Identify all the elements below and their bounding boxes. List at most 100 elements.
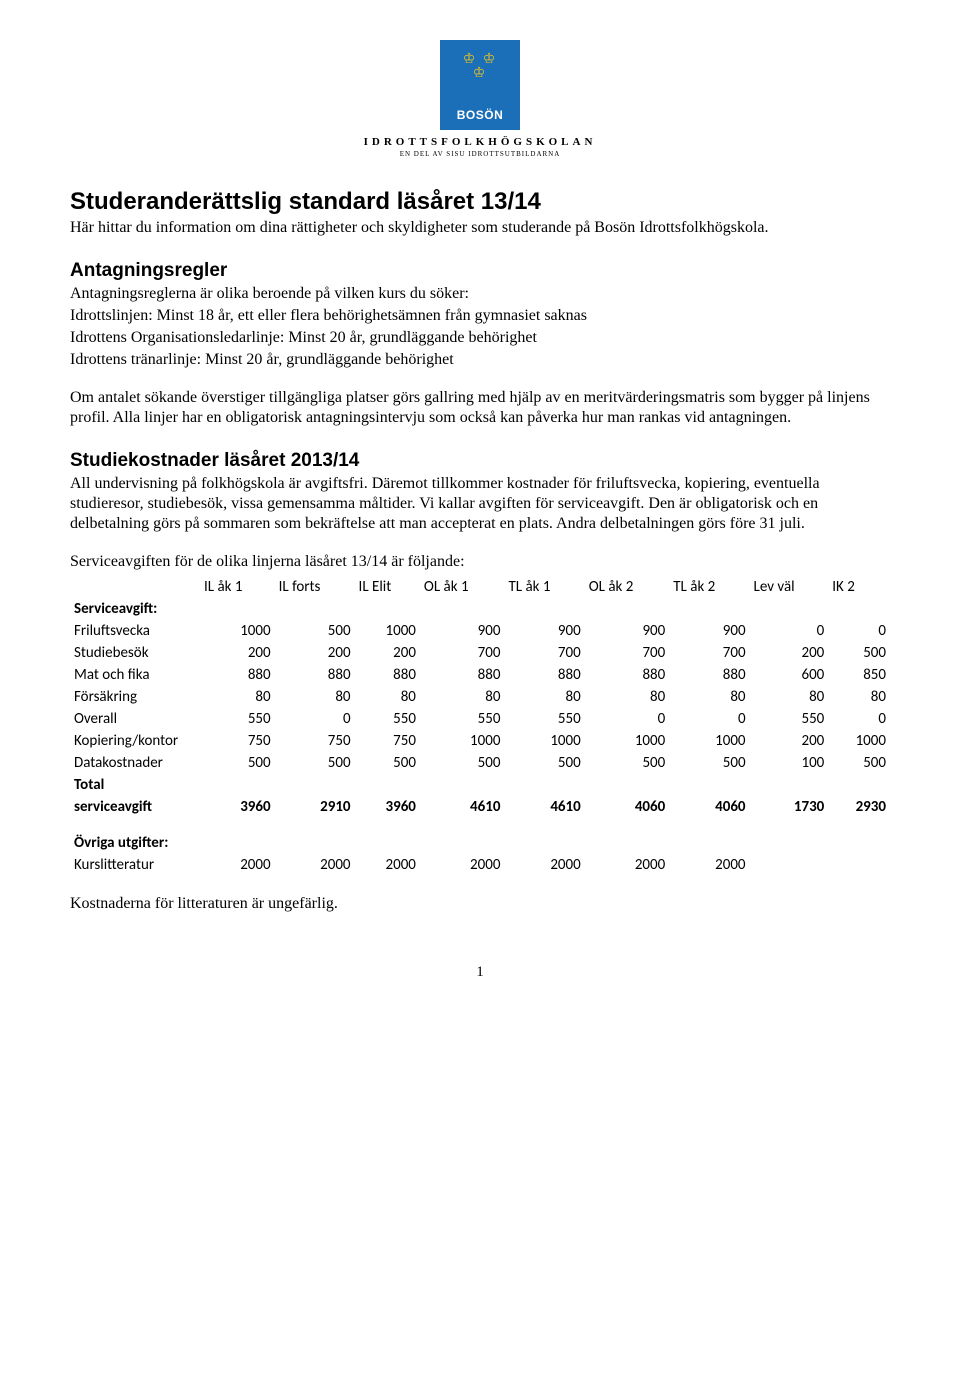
header-row: IL åk 1IL fortsIL ElitOL åk 1TL åk 1OL å…	[70, 576, 890, 598]
cell-value: 2000	[420, 854, 505, 876]
cell-value: 750	[200, 730, 275, 752]
cell-value: 1000	[200, 620, 275, 642]
cell-empty	[828, 774, 890, 796]
admission-p4: Idrottens tränarlinje: Minst 20 år, grun…	[70, 350, 890, 370]
cell-value: 600	[750, 664, 829, 686]
column-header: TL åk 2	[669, 576, 749, 598]
cell-empty	[200, 774, 275, 796]
cell-value: 900	[585, 620, 670, 642]
cell-value: 700	[504, 642, 584, 664]
cell-value: 1000	[355, 620, 420, 642]
cell-value: 80	[200, 686, 275, 708]
cell-value: 200	[750, 642, 829, 664]
total-value: 3960	[355, 796, 420, 818]
cell-value: 700	[420, 642, 505, 664]
cell-value: 500	[828, 642, 890, 664]
cell-value: 500	[828, 752, 890, 774]
cell-value: 850	[828, 664, 890, 686]
cell-value: 500	[355, 752, 420, 774]
table-row: Friluftsvecka1000500100090090090090000	[70, 620, 890, 642]
total-row-line2: serviceavgift396029103960461046104060406…	[70, 796, 890, 818]
other-expenses-section: Övriga utgifter:	[70, 832, 890, 854]
cell-value: 80	[585, 686, 670, 708]
cell-value	[750, 854, 829, 876]
cell-value: 200	[750, 730, 829, 752]
cell-value: 100	[750, 752, 829, 774]
total-value: 2930	[828, 796, 890, 818]
table-lead: Serviceavgiften för de olika linjerna lä…	[70, 552, 890, 572]
document-page: ♔ ♔ ♔ BOSÖN IDROTTSFOLKHÖGSKOLAN EN DEL …	[0, 0, 960, 1011]
cell-value: 0	[750, 620, 829, 642]
admission-p3: Idrottens Organisationsledarlinje: Minst…	[70, 328, 890, 348]
cell-value: 550	[750, 708, 829, 730]
cell-value: 80	[355, 686, 420, 708]
total-value: 1730	[750, 796, 829, 818]
total-row-line1: Total	[70, 774, 890, 796]
table-row: Overall5500550550550005500	[70, 708, 890, 730]
cell-value: 750	[275, 730, 355, 752]
total-value: 4060	[669, 796, 749, 818]
cell-value	[828, 854, 890, 876]
cell-value: 0	[669, 708, 749, 730]
table-row: Mat och fika880880880880880880880600850	[70, 664, 890, 686]
footnote: Kostnaderna för litteraturen är ungefärl…	[70, 894, 890, 914]
cell-value: 1000	[504, 730, 584, 752]
row-label: Studiebesök	[70, 642, 200, 664]
cell-value: 0	[275, 708, 355, 730]
cell-value: 550	[504, 708, 584, 730]
cell-value: 2000	[504, 854, 584, 876]
cell-value: 880	[504, 664, 584, 686]
cell-value: 80	[669, 686, 749, 708]
row-label: Kurslitteratur	[70, 854, 200, 876]
page-title: Studeranderättslig standard läsåret 13/1…	[70, 188, 890, 216]
cell-empty	[750, 774, 829, 796]
column-header: TL åk 1	[504, 576, 584, 598]
table-row: Kopiering/kontor750750750100010001000100…	[70, 730, 890, 752]
cell-value: 900	[504, 620, 584, 642]
table-row: Datakostnader500500500500500500500100500	[70, 752, 890, 774]
total-value: 4610	[504, 796, 584, 818]
intro-text: Här hittar du information om dina rättig…	[70, 218, 890, 238]
cell-value: 550	[200, 708, 275, 730]
cell-value: 500	[200, 752, 275, 774]
row-label: Mat och fika	[70, 664, 200, 686]
cell-value: 80	[828, 686, 890, 708]
row-label: Overall	[70, 708, 200, 730]
row-label: Friluftsvecka	[70, 620, 200, 642]
cell-value: 880	[355, 664, 420, 686]
cell-value: 1000	[585, 730, 670, 752]
admission-heading: Antagningsregler	[70, 260, 890, 282]
cell-value: 200	[200, 642, 275, 664]
total-value: 2910	[275, 796, 355, 818]
cell-value: 500	[275, 752, 355, 774]
row-label: Försäkring	[70, 686, 200, 708]
cell-value: 2000	[669, 854, 749, 876]
logo-icon: ♔ ♔ ♔ BOSÖN	[440, 40, 520, 130]
cell-value: 80	[275, 686, 355, 708]
cell-value: 900	[420, 620, 505, 642]
cell-value: 1000	[669, 730, 749, 752]
cell-value: 80	[420, 686, 505, 708]
table-row: Studiebesök200200200700700700700200500	[70, 642, 890, 664]
column-header: OL åk 2	[585, 576, 670, 598]
cell-empty	[669, 774, 749, 796]
cell-value: 500	[585, 752, 670, 774]
column-header: IL forts	[275, 576, 355, 598]
cell-empty	[504, 774, 584, 796]
column-header: OL åk 1	[420, 576, 505, 598]
column-header: IL åk 1	[200, 576, 275, 598]
crown-icon: ♔ ♔ ♔	[440, 40, 520, 82]
row-label: Datakostnader	[70, 752, 200, 774]
cell-value: 880	[669, 664, 749, 686]
cell-empty	[355, 774, 420, 796]
column-header: Lev väl	[750, 576, 829, 598]
cell-value: 200	[275, 642, 355, 664]
total-value: 4060	[585, 796, 670, 818]
cell-value: 500	[275, 620, 355, 642]
cell-value: 200	[355, 642, 420, 664]
cell-value: 880	[585, 664, 670, 686]
cell-value: 550	[355, 708, 420, 730]
cell-value: 0	[828, 708, 890, 730]
cell-value: 1000	[828, 730, 890, 752]
cell-value: 0	[828, 620, 890, 642]
